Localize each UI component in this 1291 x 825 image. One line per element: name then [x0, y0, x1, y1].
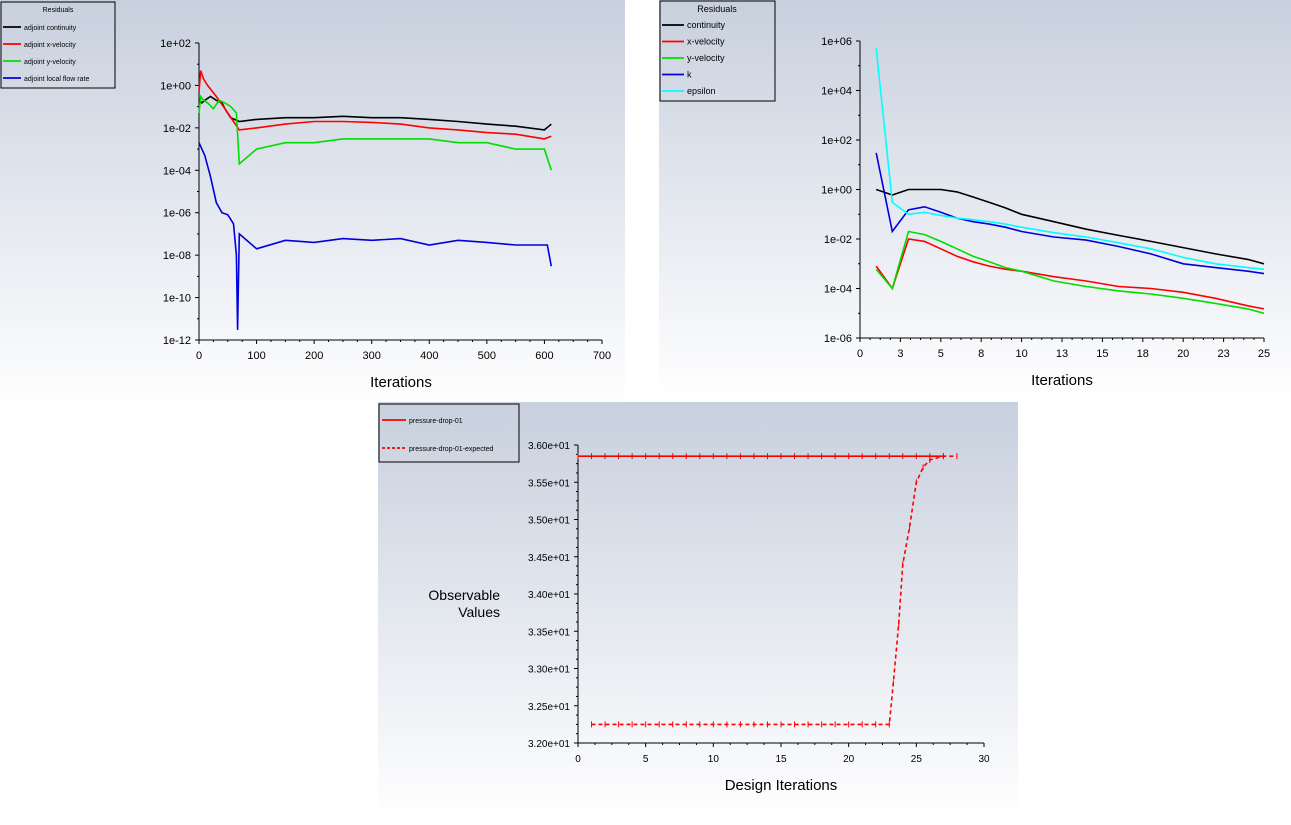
y-tick-label: 1e+00	[160, 80, 191, 92]
x-tick-label: 0	[196, 350, 202, 362]
legend-label: y-velocity	[687, 53, 725, 63]
plot-axes: 3.60e+01 3.55e+01 3.50e+01 3.45e+01 3.40e+01…	[528, 441, 990, 765]
series-line-adjoint-continuity	[198, 95, 552, 131]
observable-values-chart: 3.60e+01 3.55e+01 3.50e+01 3.45e+01 3.40e+01…	[378, 402, 1018, 822]
flow-residuals-chart: 1e+06 1e+04 1e+02 1e+00 1e-02 1e-04 1e-06 0 3 5 8 1…	[659, 0, 1291, 400]
legend-label: pressure-drop-01	[409, 418, 463, 425]
legend-label: epsilon	[687, 86, 716, 96]
y-axis-label-line-2: Values	[458, 604, 500, 620]
x-tick-label: 20	[1177, 348, 1189, 360]
x-tick-label: 200	[305, 350, 323, 362]
chart-background	[659, 0, 1291, 400]
x-tick-label: 15	[1096, 348, 1108, 360]
series-line-adjoint-local-flow-rate	[198, 142, 553, 330]
y-tick-label: 1e+02	[821, 135, 852, 147]
legend-title: Residuals	[43, 7, 74, 14]
x-tick-label: 300	[363, 350, 381, 362]
x-tick-label: 10	[1015, 348, 1027, 360]
plot-axes: 1e+06 1e+04 1e+02 1e+00 1e-02 1e-04 1e-06 0 3 5 8 1…	[821, 36, 1270, 360]
y-tick-label: 3.25e+01	[528, 702, 570, 713]
legend-label: adjoint local flow rate	[24, 76, 89, 83]
chart-background	[378, 402, 1018, 822]
legend-label: adjoint x-velocity	[24, 42, 76, 49]
y-tick-label: 3.30e+01	[528, 665, 570, 676]
y-tick-label: 3.60e+01	[528, 441, 570, 452]
y-tick-label: 1e-08	[163, 250, 191, 262]
x-tick-label: 23	[1217, 348, 1229, 360]
legend-label: x-velocity	[687, 37, 725, 47]
x-axis-label: Design Iterations	[725, 777, 838, 794]
x-tick-label: 100	[247, 350, 265, 362]
x-tick-label: 25	[1258, 348, 1270, 360]
legend-label: adjoint y-velocity	[24, 59, 76, 66]
x-tick-label: 500	[478, 350, 496, 362]
legend-label: continuity	[687, 20, 726, 30]
y-tick-label: 1e-04	[163, 165, 191, 177]
legend-title: Residuals	[697, 4, 737, 14]
y-tick-label: 3.35e+01	[528, 627, 570, 638]
series-line-adjoint-x-velocity	[198, 70, 552, 140]
x-tick-label: 18	[1137, 348, 1149, 360]
plot-lines	[198, 70, 553, 330]
x-tick-label: 0	[857, 348, 863, 360]
y-tick-label: 1e-06	[824, 333, 852, 345]
y-tick-label: 3.50e+01	[528, 516, 570, 527]
y-tick-label: 1e-12	[163, 335, 191, 347]
y-tick-label: 1e-06	[163, 208, 191, 220]
x-tick-label: 700	[593, 350, 611, 362]
legend-box[interactable]: pressure-drop-01 pressure-drop-01-expecte…	[378, 403, 520, 463]
adjoint-residuals-chart: 1e+02 1e+00 1e-02 1e-04 1e-06 1e-08 1e-10 1e-12…	[0, 0, 625, 410]
plot-axes: 1e+02 1e+00 1e-02 1e-04 1e-06 1e-08 1e-10 1e-12…	[160, 38, 611, 362]
y-tick-label: 1e+04	[821, 86, 852, 98]
x-axis-label: Iterations	[1031, 372, 1093, 389]
x-tick-label: 8	[978, 348, 984, 360]
y-tick-label: 1e-04	[824, 284, 852, 296]
x-tick-label: 400	[420, 350, 438, 362]
chart-background	[0, 0, 625, 410]
legend-label: adjoint continuity	[24, 25, 77, 32]
series-line-k	[875, 152, 1265, 275]
x-tick-label: 30	[978, 754, 990, 765]
plot-lines	[577, 453, 958, 728]
x-tick-label: 25	[911, 754, 923, 765]
x-tick-label: 0	[575, 754, 581, 765]
series-line-y-velocity	[875, 230, 1265, 315]
x-tick-label: 5	[643, 754, 649, 765]
series-line-pressure-drop-01-expected	[591, 455, 957, 726]
y-tick-label: 1e-10	[163, 293, 191, 305]
y-tick-label: 3.40e+01	[528, 590, 570, 601]
series-line-adjoint-y-velocity	[198, 94, 553, 171]
y-tick-label: 3.20e+01	[528, 739, 570, 750]
y-tick-label: 1e+06	[821, 36, 852, 48]
series-line-epsilon	[875, 48, 1265, 270]
legend-box[interactable]: Residuals adjoint continuity adjoint x-ve…	[0, 1, 116, 89]
x-tick-label: 10	[708, 754, 720, 765]
x-tick-label: 20	[843, 754, 855, 765]
y-tick-label: 1e-02	[824, 234, 852, 246]
x-tick-label: 5	[938, 348, 944, 360]
legend-box[interactable]: Residuals continuity x-velocity y-velocity…	[659, 0, 776, 102]
x-tick-label: 3	[897, 348, 903, 360]
y-tick-label: 1e+00	[821, 185, 852, 197]
x-tick-label: 15	[775, 754, 787, 765]
y-tick-label: 1e-02	[163, 123, 191, 135]
legend-label: pressure-drop-01-expected	[409, 446, 494, 453]
y-tick-label: 3.45e+01	[528, 553, 570, 564]
x-axis-label: Iterations	[370, 374, 432, 391]
y-tick-label: 3.55e+01	[528, 478, 570, 489]
y-tick-label: 1e+02	[160, 38, 191, 50]
x-tick-label: 600	[535, 350, 553, 362]
y-axis-label-line-1: Observable	[428, 587, 500, 603]
plot-lines	[875, 48, 1265, 315]
x-tick-label: 13	[1056, 348, 1068, 360]
series-line-continuity	[875, 188, 1265, 265]
legend-label: k	[687, 70, 692, 80]
